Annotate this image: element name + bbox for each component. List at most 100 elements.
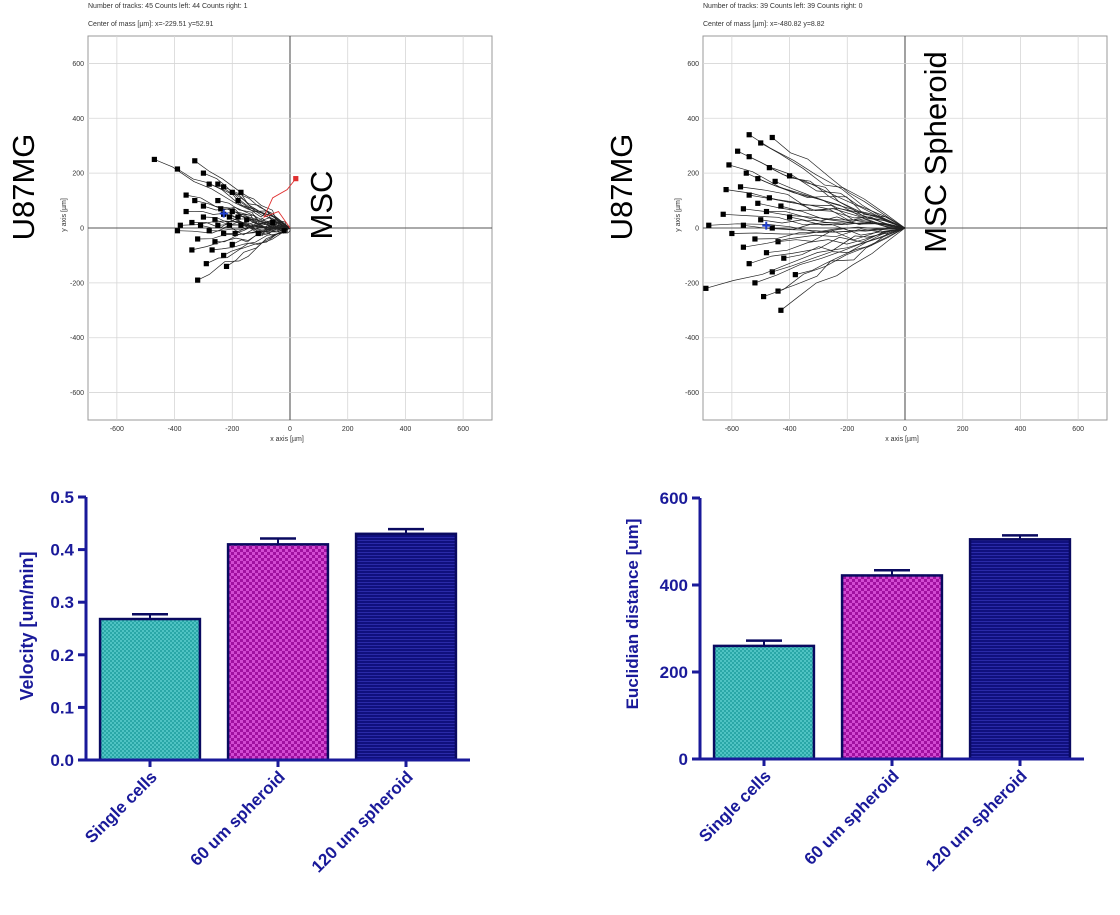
cell-track <box>246 219 291 230</box>
track-endpoint <box>737 184 744 190</box>
track-endpoint <box>200 170 207 176</box>
y-axis-label: y axis [µm] <box>61 198 68 232</box>
cell-track <box>749 227 906 265</box>
y-tick-label: 400 <box>687 116 699 123</box>
cell-track <box>749 156 906 229</box>
x-tick-label: 400 <box>1015 426 1027 433</box>
cell-track <box>743 227 906 248</box>
track-endpoint <box>758 217 764 223</box>
x-tick-label: 120 um spheroid <box>308 767 417 876</box>
y-tick-label: 0 <box>80 226 84 233</box>
track-endpoint <box>229 208 235 215</box>
x-tick-label: 0 <box>288 426 292 433</box>
track-endpoint <box>778 307 784 313</box>
y-tick-label: 600 <box>660 489 688 508</box>
y-tick-label: 0.2 <box>50 646 74 665</box>
bars <box>712 534 1072 761</box>
y-tick-label: 0 <box>679 750 688 769</box>
track-endpoint <box>792 272 798 278</box>
y-tick-label: 0.1 <box>50 698 74 717</box>
y-axis-label: Euclidian distance [um] <box>623 519 642 710</box>
track-endpoint <box>758 140 764 146</box>
cell-track <box>754 227 906 284</box>
track-endpoint <box>195 277 201 283</box>
cell-track <box>235 224 291 237</box>
highlighted-track <box>263 178 297 229</box>
track-endpoint <box>229 189 235 195</box>
bars <box>98 527 458 762</box>
cell-track <box>760 142 906 229</box>
y-tick-label: -600 <box>685 390 699 397</box>
info-line-2: Center of mass [µm]: x=-229.51 y=52.91 <box>88 21 214 28</box>
track-endpoint <box>192 197 198 204</box>
cell-track <box>789 216 906 229</box>
track-endpoint <box>255 230 261 237</box>
y-tick-label: 200 <box>660 663 688 682</box>
x-tick-label: Single cells <box>695 766 775 846</box>
y-tick-label: -200 <box>70 280 84 287</box>
track-endpoint <box>177 222 183 228</box>
track-endpoint <box>740 222 746 228</box>
center-of-mass-marker <box>762 221 771 230</box>
track-endpoint <box>203 261 209 267</box>
track-endpoint <box>229 241 235 248</box>
cell-track <box>749 134 906 229</box>
x-axis-label: x axis [µm] <box>270 436 304 443</box>
track-endpoint <box>212 239 218 245</box>
track-endpoint <box>755 200 761 206</box>
y-axis-label: y axis [µm] <box>675 198 682 232</box>
track-endpoint <box>752 236 758 242</box>
track-endpoint <box>209 247 215 253</box>
track-endpoint <box>781 255 787 261</box>
track-endpoint <box>197 222 204 228</box>
tick-labels: -600 -400 -200 0 200 400 600 600 400 200 0 -200 -400… <box>70 61 469 433</box>
track-endpoint <box>743 170 749 176</box>
track-endpoint <box>215 222 221 228</box>
track-endpoint <box>183 208 189 215</box>
track-endpoint <box>735 148 741 154</box>
x-axis-label: x axis [µm] <box>885 436 919 443</box>
track-endpoint <box>703 285 709 291</box>
cell-track <box>766 227 906 254</box>
track-endpoint <box>746 192 752 198</box>
cell-track <box>769 167 906 229</box>
x-tick-label: 0 <box>903 426 907 433</box>
track-endpoint <box>192 158 198 164</box>
track-endpoint <box>238 189 244 195</box>
track-endpoint <box>174 228 181 234</box>
cell-track <box>766 211 906 229</box>
track-endpoint <box>766 195 772 201</box>
cell-track <box>777 227 906 292</box>
track-endpoint <box>769 134 775 141</box>
cell-track <box>238 215 291 229</box>
tracks <box>151 156 299 283</box>
y-tick-label: 600 <box>72 61 84 68</box>
track-endpoint <box>752 280 758 286</box>
track-endpoint <box>223 263 230 269</box>
track-endpoint <box>200 214 207 220</box>
track-plot-msc-spheroid: Number of tracks: 39 Counts left: 39 Cou… <box>604 3 1108 443</box>
track-endpoint <box>238 222 244 228</box>
cell-track <box>177 226 291 236</box>
track-endpoint <box>772 178 778 184</box>
track-endpoint <box>226 222 232 228</box>
cell-track <box>757 178 906 229</box>
tick-labels: -600 -400 -200 0 200 400 600 600 400 200 0 -200 -400… <box>685 61 1084 433</box>
bar <box>226 543 330 762</box>
x-tick-label: 600 <box>1072 426 1084 433</box>
track-endpoint <box>706 222 712 228</box>
x-tick-label: 120 um spheroid <box>922 766 1031 875</box>
track-endpoint <box>775 239 781 245</box>
track-endpoint <box>195 236 201 242</box>
y-tick-label: 400 <box>660 576 688 595</box>
cell-track <box>191 227 291 251</box>
track-endpoint <box>761 293 767 300</box>
track-endpoint <box>740 244 746 250</box>
track-endpoint <box>769 225 775 231</box>
y-tick-label: 0.4 <box>50 541 74 560</box>
track-endpoint <box>174 166 181 172</box>
y-tick-label: -600 <box>70 390 84 397</box>
track-endpoint <box>221 230 227 237</box>
y-tick-label: 0.3 <box>50 593 74 612</box>
y-tick-label: 400 <box>72 116 84 123</box>
